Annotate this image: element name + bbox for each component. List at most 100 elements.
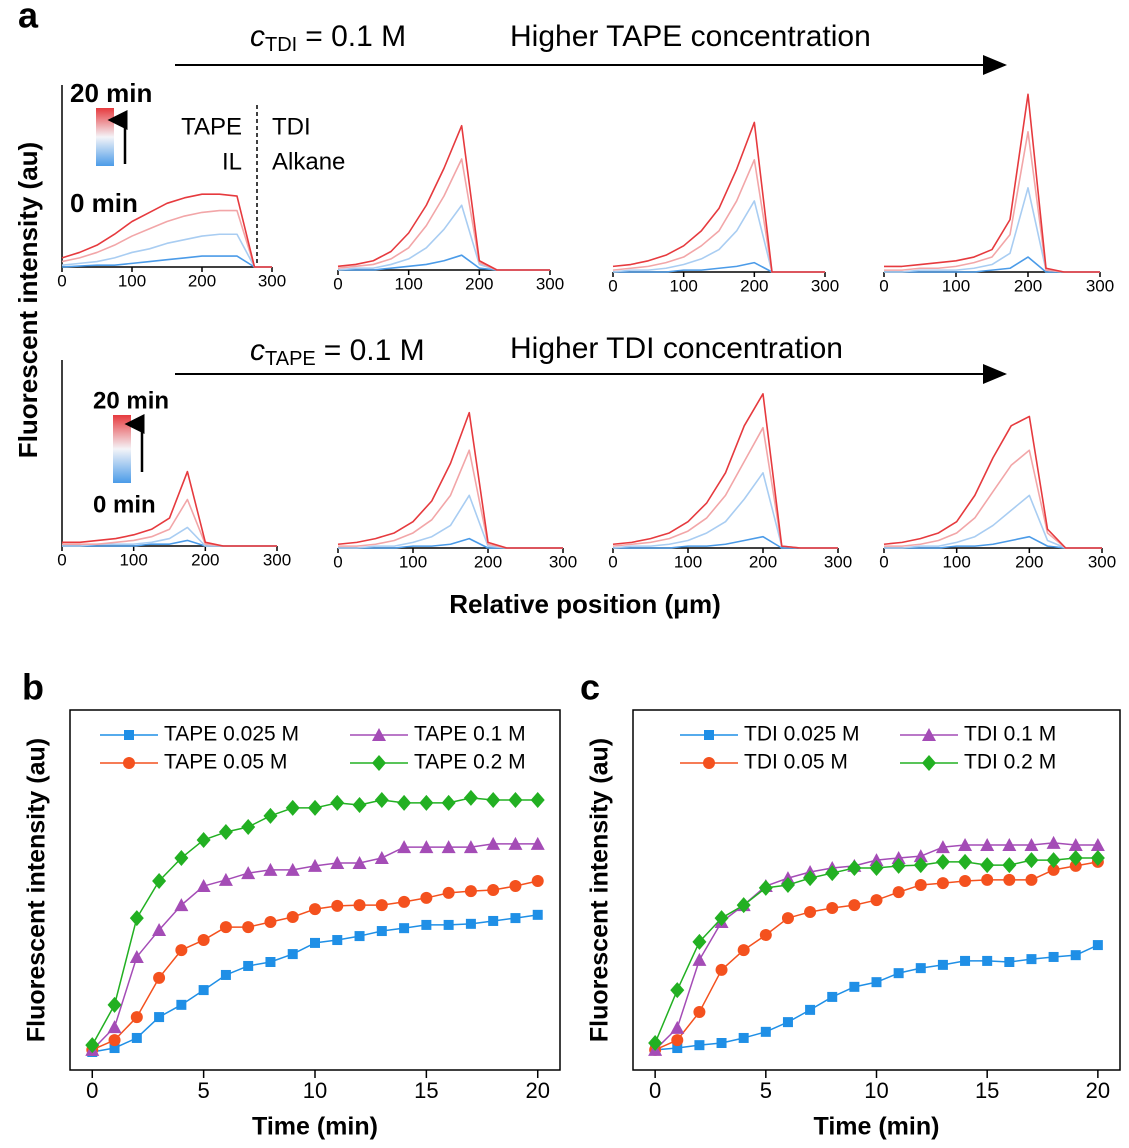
marker <box>760 1026 771 1037</box>
marker <box>782 1017 793 1028</box>
marker <box>486 792 501 808</box>
phase-label: Alkane <box>272 148 345 175</box>
marker <box>421 919 432 930</box>
marker <box>488 915 499 926</box>
marker <box>1092 940 1103 951</box>
marker <box>981 873 994 886</box>
marker <box>285 799 300 816</box>
marker <box>310 937 320 948</box>
series-line <box>884 93 1100 273</box>
marker <box>286 911 299 923</box>
series-line <box>337 124 550 271</box>
marker <box>532 909 543 920</box>
marker <box>397 794 412 811</box>
x-tick-label: 0 <box>608 276 617 295</box>
x-tick-label: 0 <box>333 552 342 571</box>
x-axis-label: Relative position (μm) <box>449 589 721 619</box>
marker <box>891 850 906 864</box>
row-header-text: Higher TAPE concentration <box>510 20 871 53</box>
marker <box>107 1020 122 1034</box>
marker <box>960 955 971 966</box>
x-tick-label: 5 <box>198 1078 210 1103</box>
marker <box>353 899 366 912</box>
marker <box>130 1011 143 1024</box>
marker <box>1025 873 1038 886</box>
marker <box>914 878 927 891</box>
colorbar-label: 20 min <box>93 387 169 414</box>
marker <box>671 1034 684 1047</box>
marker <box>85 1037 100 1054</box>
colorbar <box>96 108 114 166</box>
marker <box>242 921 255 934</box>
x-tick-label: 100 <box>942 276 970 295</box>
x-tick-label: 200 <box>465 274 493 293</box>
marker <box>308 799 322 816</box>
series-line <box>62 526 277 547</box>
marker <box>1068 849 1083 866</box>
legend-label: TDI 0.1 M <box>964 723 1056 746</box>
x-tick-label: 100 <box>399 552 427 571</box>
series-line <box>61 193 272 268</box>
marker <box>129 910 144 927</box>
marker <box>781 912 794 925</box>
marker <box>352 797 367 814</box>
marker <box>509 880 522 893</box>
legend-label: TDI 0.025 M <box>744 723 860 746</box>
marker <box>196 831 211 848</box>
marker <box>263 862 278 876</box>
marker <box>891 857 906 874</box>
marker <box>980 857 995 874</box>
marker <box>672 1043 683 1054</box>
marker <box>175 944 188 957</box>
marker <box>174 849 189 866</box>
phase-label: IL <box>222 148 242 175</box>
marker <box>805 1004 816 1015</box>
marker <box>531 875 544 887</box>
marker <box>1024 838 1039 851</box>
marker <box>803 870 818 887</box>
marker <box>330 794 345 811</box>
series-line <box>612 121 825 273</box>
marker <box>107 996 122 1013</box>
marker <box>219 921 232 934</box>
marker <box>1026 954 1037 965</box>
subscript: TDI <box>265 34 297 56</box>
x-tick-label: 300 <box>258 271 286 290</box>
colorbar-label: 20 min <box>70 78 152 108</box>
marker <box>825 865 840 882</box>
marker <box>692 952 707 966</box>
x-tick-label: 5 <box>760 1078 772 1103</box>
value-text: = 0.1 M <box>305 20 406 53</box>
x-tick-label: 200 <box>1015 552 1043 571</box>
x-tick-label: 200 <box>740 276 768 295</box>
marker <box>109 1043 120 1054</box>
marker <box>331 899 344 912</box>
x-tick-label: 300 <box>263 550 291 569</box>
x-tick-label: 0 <box>86 1078 98 1103</box>
marker <box>218 872 233 886</box>
marker <box>715 963 728 976</box>
marker <box>464 885 477 898</box>
marker <box>958 853 973 870</box>
x-tick-label: 10 <box>303 1078 327 1103</box>
marker <box>308 858 322 872</box>
legend-label: TDI 0.2 M <box>964 751 1056 774</box>
phase-label: TAPE <box>181 113 242 140</box>
marker <box>1046 835 1061 849</box>
x-tick-label: 15 <box>414 1078 438 1103</box>
x-tick-label: 200 <box>474 552 502 571</box>
marker <box>131 1032 142 1043</box>
marker <box>354 931 365 942</box>
marker <box>530 792 545 808</box>
marker <box>376 926 387 937</box>
marker <box>487 884 500 896</box>
x-tick-label: 100 <box>119 550 147 569</box>
marker <box>913 849 928 863</box>
marker <box>174 898 189 912</box>
marker <box>465 918 476 929</box>
marker <box>704 730 714 740</box>
legend-label: TAPE 0.05 M <box>164 751 287 774</box>
marker <box>463 840 478 854</box>
series-line <box>612 393 838 549</box>
marker <box>218 824 233 841</box>
